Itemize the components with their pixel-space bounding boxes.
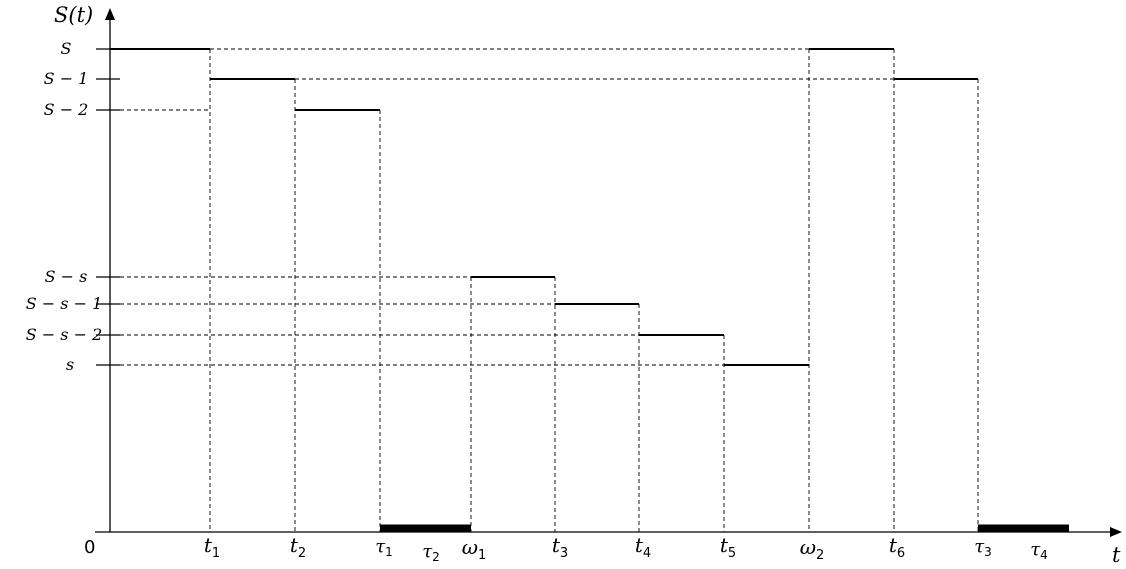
x-label-t1: t1 <box>204 533 220 561</box>
x-label-t6: t6 <box>889 533 905 561</box>
x-label-w1: ω1 <box>462 535 487 563</box>
x-label-w2: ω2 <box>800 535 825 563</box>
y-axis-label: S(t) <box>54 3 93 27</box>
x-label-tau4: τ4 <box>1030 539 1048 562</box>
x-label-tau2: τ2 <box>422 541 440 564</box>
origin-label: 0 <box>84 537 95 558</box>
dashed-guide-lines <box>120 48 979 532</box>
y-label-S-s-2: S − s − 2 <box>26 325 103 344</box>
x-label-tau1: τ1 <box>375 536 393 559</box>
y-axis-arrow <box>105 8 115 20</box>
x-axis-label: t <box>1112 543 1121 564</box>
x-axis-arrow <box>1110 527 1122 537</box>
y-label-S: S <box>61 39 72 58</box>
x-label-t5: t5 <box>720 533 736 561</box>
step-segments <box>110 48 1069 532</box>
x-label-t4: t4 <box>635 533 651 561</box>
x-point-labels: t1 t2 τ1 τ2 ω1 t3 t4 t5 ω2 t6 τ3 τ4 <box>204 533 1048 564</box>
y-level-labels: S S − 1 S − 2 S − s S − s − 1 S − s − 2 … <box>26 39 103 374</box>
x-label-t2: t2 <box>290 533 306 561</box>
x-label-tau3: τ3 <box>974 536 992 559</box>
x-label-t3: t3 <box>552 533 568 561</box>
y-label-S-2: S − 2 <box>44 100 89 119</box>
y-label-S-s-1: S − s − 1 <box>26 294 103 313</box>
axes <box>95 8 1122 537</box>
y-label-s: s <box>66 355 74 374</box>
y-label-S-s: S − s <box>45 267 88 286</box>
y-label-S-1: S − 1 <box>44 69 89 88</box>
y-axis-ticks <box>96 48 120 366</box>
